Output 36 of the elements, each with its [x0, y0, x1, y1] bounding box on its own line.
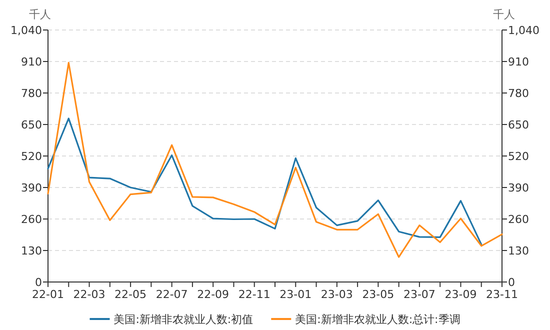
- x-tick-label: 22-05: [114, 288, 147, 301]
- x-tick-label: 22-11: [238, 288, 270, 301]
- y-tick-label: 260: [21, 213, 42, 226]
- y-tick-label: 910: [21, 56, 42, 68]
- y2-tick-label: 780: [508, 87, 529, 100]
- y-tick-label: 1,040: [10, 24, 42, 37]
- y-tick-label: 520: [21, 150, 42, 163]
- y2-tick-label: 130: [508, 244, 529, 258]
- y-tick-label: 780: [21, 87, 42, 100]
- x-tick-label: 23-11: [486, 288, 518, 301]
- y2-axis-title: 千人: [493, 8, 515, 21]
- y2-tick-label: 1,040: [508, 24, 540, 37]
- x-tick-label: 23-07: [403, 288, 436, 301]
- legend-label: 美国:新增非农就业人数:初值: [114, 313, 254, 326]
- y-tick-label: 650: [21, 118, 42, 132]
- x-tick-label: 23-03: [320, 288, 353, 301]
- legend-label: 美国:新增非农就业人数:总计:季调: [295, 313, 460, 326]
- y2-tick-label: 390: [508, 182, 529, 194]
- x-tick-label: 22-03: [73, 288, 106, 301]
- y2-tick-label: 520: [508, 150, 529, 163]
- y-tick-label: 390: [21, 182, 42, 194]
- y-tick-label: 130: [21, 244, 42, 258]
- y-axis-title: 千人: [29, 8, 51, 21]
- x-tick-label: 23-01: [280, 288, 312, 301]
- y2-tick-label: 910: [508, 56, 529, 68]
- line-series: [47, 62, 503, 258]
- x-tick-label: 23-05: [362, 288, 394, 301]
- x-tick-label: 22-07: [156, 288, 188, 301]
- x-tick-label: 22-01: [32, 288, 64, 301]
- y2-tick-label: 260: [508, 213, 529, 226]
- x-tick-label: 22-09: [197, 288, 230, 301]
- line-series: [47, 118, 482, 246]
- y2-tick-label: 0: [508, 276, 515, 289]
- y2-tick-label: 650: [508, 118, 529, 132]
- x-tick-label: 23-09: [444, 288, 477, 301]
- y-tick-label: 0: [35, 276, 42, 289]
